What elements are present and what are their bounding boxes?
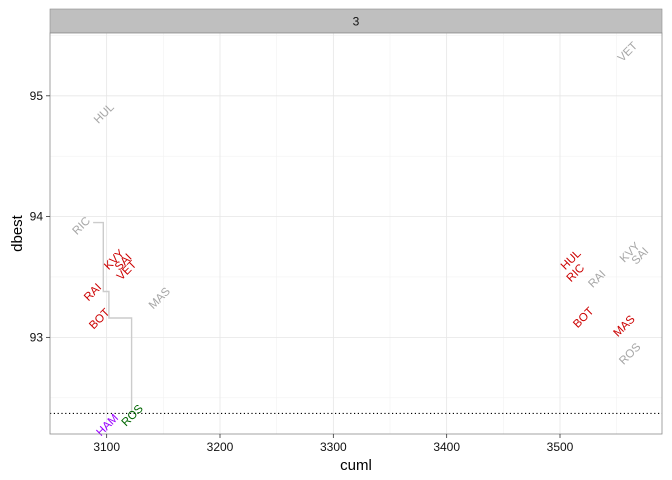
y-tick-label: 95 [30, 89, 44, 103]
x-axis-title: cuml [340, 457, 372, 474]
y-tick-label: 94 [30, 210, 44, 224]
y-axis: 93 94 95 [30, 89, 50, 344]
y-tick-label: 93 [30, 330, 44, 344]
x-tick-label: 3500 [547, 440, 574, 454]
x-tick-label: 3100 [93, 440, 120, 454]
grid-minor [49, 33, 662, 434]
grid-major [50, 33, 662, 434]
step-path [93, 221, 133, 414]
facet-strip-label: 3 [353, 15, 360, 29]
x-tick-label: 3400 [433, 440, 460, 454]
y-axis-title: dbest [9, 214, 26, 252]
plot-panel-border [49, 32, 663, 435]
x-tick-label: 3300 [320, 440, 347, 454]
step-line [93, 221, 133, 414]
x-tick-label: 3200 [207, 440, 234, 454]
facet-strip: 3 [49, 8, 663, 34]
x-axis: 3100 3200 3300 3400 3500 [93, 434, 574, 454]
plot-panel [50, 33, 662, 434]
